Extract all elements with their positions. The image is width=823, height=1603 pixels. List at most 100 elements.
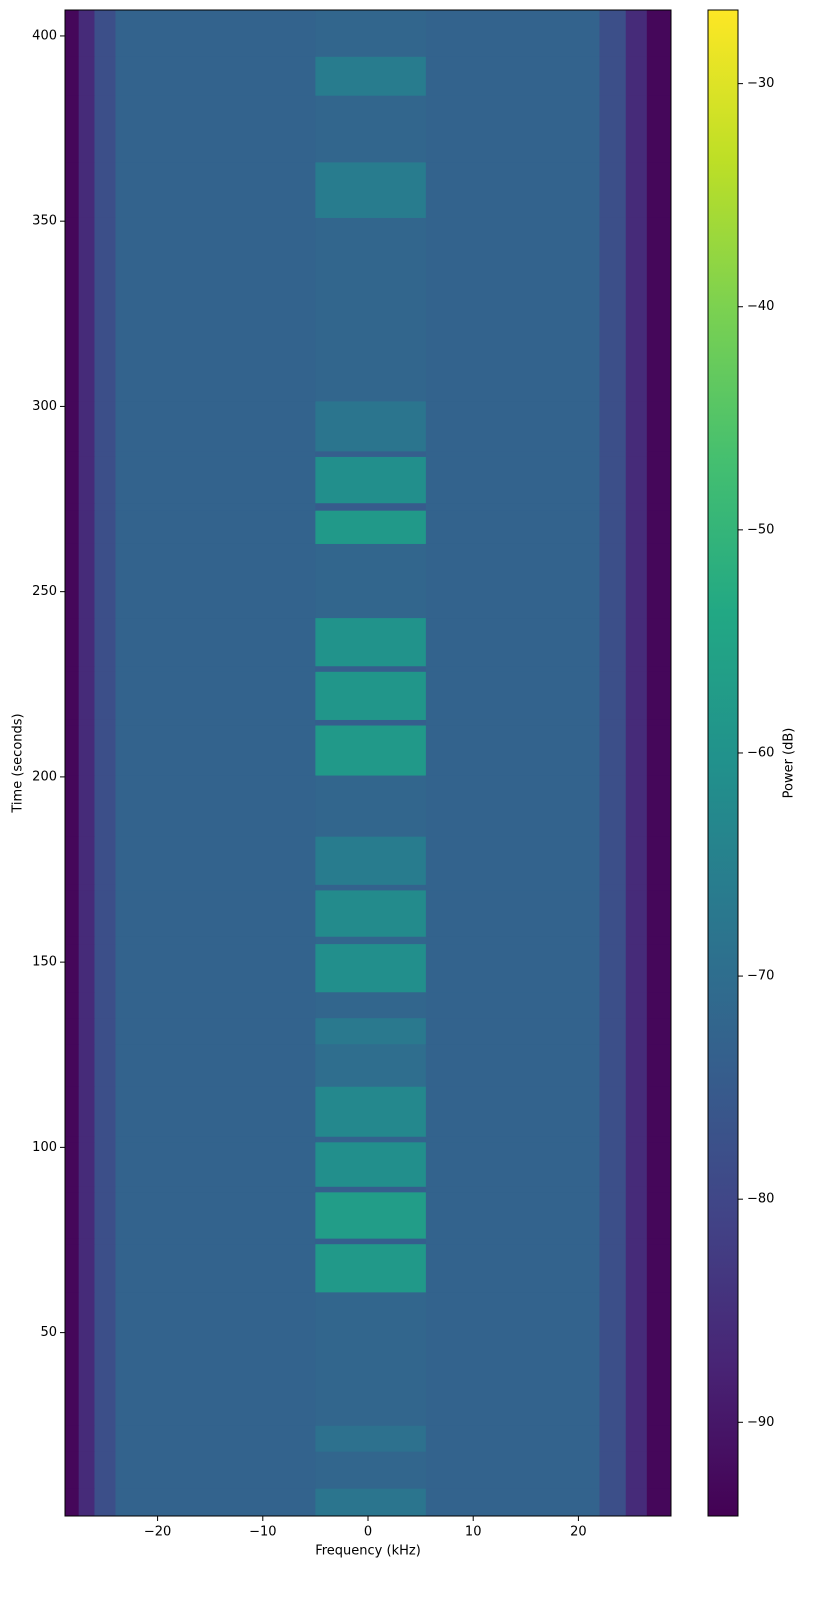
cell [425, 217, 600, 402]
x-tick-label: −10 [249, 1525, 276, 1540]
cell [65, 943, 80, 993]
cell [65, 161, 80, 218]
cell [78, 510, 95, 544]
cell [115, 10, 316, 57]
cell [315, 1186, 427, 1193]
cell [115, 725, 316, 776]
cell [115, 450, 316, 457]
cell [425, 161, 600, 218]
cell [94, 217, 116, 402]
cell [315, 1425, 427, 1452]
cell [425, 725, 600, 776]
y-tick-label: 400 [32, 28, 57, 43]
cell [425, 836, 600, 885]
cell [78, 884, 95, 891]
cell [599, 775, 627, 837]
cell [78, 836, 95, 885]
cell [65, 1425, 80, 1452]
cell [315, 1086, 427, 1137]
cell [425, 56, 600, 96]
cell [115, 1191, 316, 1239]
cell [94, 1451, 116, 1489]
cell [625, 1191, 648, 1239]
cell [315, 884, 427, 891]
cell [78, 543, 95, 619]
cell [599, 836, 627, 885]
cell [94, 1238, 116, 1245]
cell [625, 95, 648, 163]
cell [315, 719, 427, 726]
cell [115, 1086, 316, 1137]
cell [315, 991, 427, 1019]
cell [94, 1086, 116, 1137]
cell [94, 671, 116, 720]
cell [599, 725, 627, 776]
cell [94, 617, 116, 667]
cell [315, 665, 427, 672]
cell [599, 991, 627, 1019]
y-tick-label: 250 [32, 584, 57, 599]
x-tick-label: 20 [570, 1525, 587, 1540]
cell [65, 936, 80, 945]
cell [115, 217, 316, 402]
cell [94, 95, 116, 163]
cell [599, 543, 627, 619]
cell [646, 671, 672, 720]
cell [425, 1451, 600, 1489]
cell [646, 10, 672, 57]
cell [115, 1043, 316, 1087]
cell [94, 1017, 116, 1045]
cell [115, 1136, 316, 1143]
cell [115, 502, 316, 511]
cell [599, 1186, 627, 1193]
cell [646, 775, 672, 837]
cell [599, 510, 627, 544]
cell [625, 936, 648, 945]
cell [646, 665, 672, 672]
cell [625, 671, 648, 720]
cell [115, 671, 316, 720]
cell [646, 1186, 672, 1193]
cell [625, 889, 648, 937]
cell [425, 1425, 600, 1452]
cell [65, 1488, 80, 1517]
cell [646, 450, 672, 457]
cell [78, 1488, 95, 1517]
cell [94, 161, 116, 218]
cell [65, 400, 80, 452]
cell [425, 943, 600, 993]
cell [65, 1086, 80, 1137]
cell [65, 1141, 80, 1187]
x-tick-label: 0 [364, 1525, 372, 1540]
cell [625, 1141, 648, 1187]
cell [625, 1186, 648, 1193]
cell [425, 1191, 600, 1239]
cell [65, 617, 80, 667]
cell [65, 1017, 80, 1045]
cell [425, 1043, 600, 1087]
cell [94, 502, 116, 511]
cell [646, 1191, 672, 1239]
cell [425, 1243, 600, 1293]
cell [115, 775, 316, 837]
cell [599, 95, 627, 163]
cell [115, 1017, 316, 1045]
cell [78, 936, 95, 945]
cell [646, 1291, 672, 1426]
cell [115, 95, 316, 163]
cell [65, 889, 80, 937]
cell [625, 991, 648, 1019]
cell [625, 1451, 648, 1489]
cell [315, 450, 427, 457]
cell [646, 56, 672, 96]
cell [599, 1017, 627, 1045]
cell [425, 719, 600, 726]
cell [646, 1141, 672, 1187]
y-tick-label: 350 [32, 214, 57, 229]
cell [65, 775, 80, 837]
cell [78, 671, 95, 720]
colorbar-tick-label: −80 [747, 1192, 774, 1207]
cell [65, 217, 80, 402]
cell [94, 400, 116, 452]
cell [315, 1141, 427, 1187]
